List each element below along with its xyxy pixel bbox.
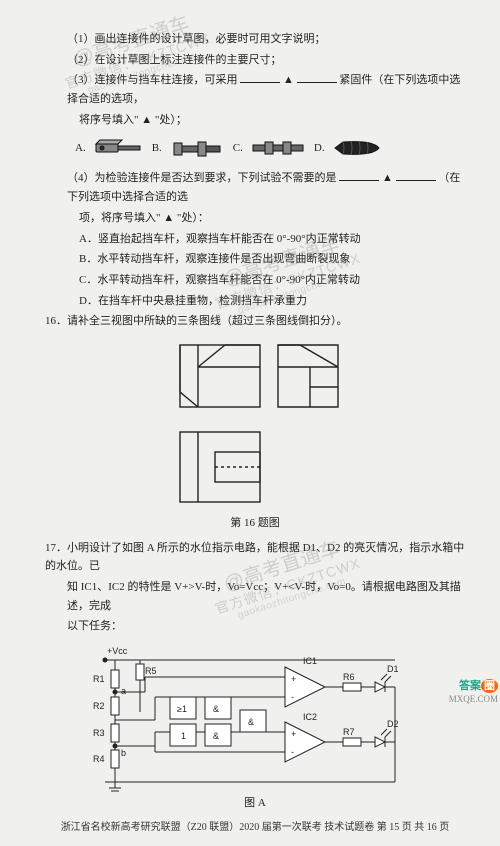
q15-sub1: （1）画出连接件的设计草图，必要时可用文字说明； xyxy=(45,30,465,49)
q15-sub4: （4）为检验连接件是否达到要求，下列试验不需要的是 ▲ （在下列选项中选择合适的… xyxy=(45,169,465,206)
exam-page: （1）画出连接件的设计草图，必要时可用文字说明； （2）在设计草图上标注连接件的… xyxy=(0,0,500,846)
blank xyxy=(339,169,379,181)
svg-text:R7: R7 xyxy=(343,727,355,737)
svg-text:-: - xyxy=(291,692,294,702)
svg-text:D2: D2 xyxy=(387,719,399,729)
svg-text:IC2: IC2 xyxy=(303,712,317,722)
opt-label-C: C. xyxy=(233,139,243,158)
svg-text:-: - xyxy=(291,747,294,757)
opt-label-B: B. xyxy=(152,139,162,158)
triangle-icon: ▲ xyxy=(141,114,152,126)
q15-s4d: "处）： xyxy=(177,212,209,224)
opt-label-A: A. xyxy=(75,139,86,158)
q15-optA: A．竖直抬起挡车杆，观察挡车杆能否在 0°-90°内正常转动 xyxy=(45,230,465,249)
blank xyxy=(396,169,436,181)
fastener-a-icon xyxy=(94,134,144,162)
q15-s3c: 将序号填入" xyxy=(79,114,139,126)
blank xyxy=(240,71,280,83)
svg-text:D1: D1 xyxy=(387,664,399,674)
q15-optD: D．在挡车杆中央悬挂重物，检测挡车杆承重力 xyxy=(45,292,465,311)
svg-text:+Vcc: +Vcc xyxy=(107,646,128,656)
q15-optB: B．水平转动挡车杆，观察连接件是否出现弯曲断裂现象 xyxy=(45,250,465,269)
svg-text:&: & xyxy=(213,731,219,741)
svg-text:R3: R3 xyxy=(93,728,105,738)
svg-text:R1: R1 xyxy=(93,674,105,684)
svg-text:R2: R2 xyxy=(93,701,105,711)
q15-s3d: "处）； xyxy=(155,114,187,126)
q15-sub3: （3）连接件与挡车柱连接，可采用 ▲ 紧固件（在下列选项中选择合适的选项， xyxy=(45,71,465,108)
q15-sub4-cont: 项，将序号填入" ▲ "处）： xyxy=(45,209,465,228)
q16-caption: 第 16 题图 xyxy=(230,514,280,533)
q15-sub2: （2）在设计草图上标注连接件的主要尺寸； xyxy=(45,51,465,70)
fastener-c-icon xyxy=(251,134,306,162)
corner-watermark: 答案圈 MXQE.COM xyxy=(449,680,498,706)
q17-l1: 17．小明设计了如图 A 所示的水位指示电路，能根据 D1、D2 的亮灭情况，指… xyxy=(45,539,465,576)
svg-text:&: & xyxy=(248,717,254,727)
svg-text:R4: R4 xyxy=(93,754,105,764)
opt-label-D: D. xyxy=(314,139,325,158)
svg-text:+: + xyxy=(291,729,296,739)
svg-text:R6: R6 xyxy=(343,672,355,682)
q17-l3: 以下任务： xyxy=(45,617,465,636)
q17-l2: 知 IC1、IC2 的特性是 V+>V-时，Vo=Vcc；V+<V-时，Vo=0… xyxy=(45,578,465,615)
triangle-icon: ▲ xyxy=(382,172,393,184)
svg-text:R5: R5 xyxy=(145,666,157,676)
q16-figure: 第 16 题图 xyxy=(45,337,465,533)
q15-s3a: （3）连接件与挡车柱连接，可采用 xyxy=(67,74,238,86)
circuit-diagram-icon: +Vcc R1 R2 R3 R4 a xyxy=(85,642,425,792)
blank xyxy=(297,71,337,83)
q15-s4c: 项，将序号填入" xyxy=(79,212,161,224)
circuit-figure: +Vcc R1 R2 R3 R4 a xyxy=(85,642,425,792)
corner-site: MXQE.COM xyxy=(449,694,498,704)
q15-s4a: （4）为检验连接件是否达到要求，下列试验不需要的是 xyxy=(67,172,337,184)
svg-text:≥1: ≥1 xyxy=(177,704,187,714)
q15-sub3-cont: 将序号填入" ▲ "处）； xyxy=(45,111,465,130)
svg-text:IC1: IC1 xyxy=(303,656,317,666)
q16-text: 16．请补全三视图中所缺的三条图线（超过三条图线倒扣分）。 xyxy=(45,312,465,331)
fastener-options: A. B. C. xyxy=(45,133,465,163)
q15-optC: C．水平转动挡车杆，观察挡车杆能否在 0°-90°内正常转动 xyxy=(45,271,465,290)
svg-text:a: a xyxy=(121,686,126,696)
orthographic-views-icon xyxy=(160,337,350,512)
svg-text:b: b xyxy=(121,748,126,758)
triangle-icon: ▲ xyxy=(163,212,174,224)
fastener-b-icon xyxy=(170,133,225,163)
q17-caption: 图 A xyxy=(45,794,465,813)
triangle-icon: ▲ xyxy=(283,74,294,86)
svg-text:1: 1 xyxy=(181,731,186,741)
svg-text:&: & xyxy=(213,704,219,714)
corner-an: 圈 xyxy=(481,679,498,693)
corner-da: 答案 xyxy=(459,680,481,692)
fastener-d-icon xyxy=(333,136,383,160)
page-footer: 浙江省名校新高考研究联盟（Z20 联盟）2020 届第一次联考 技术试题卷 第 … xyxy=(45,819,465,836)
svg-text:+: + xyxy=(291,674,296,684)
